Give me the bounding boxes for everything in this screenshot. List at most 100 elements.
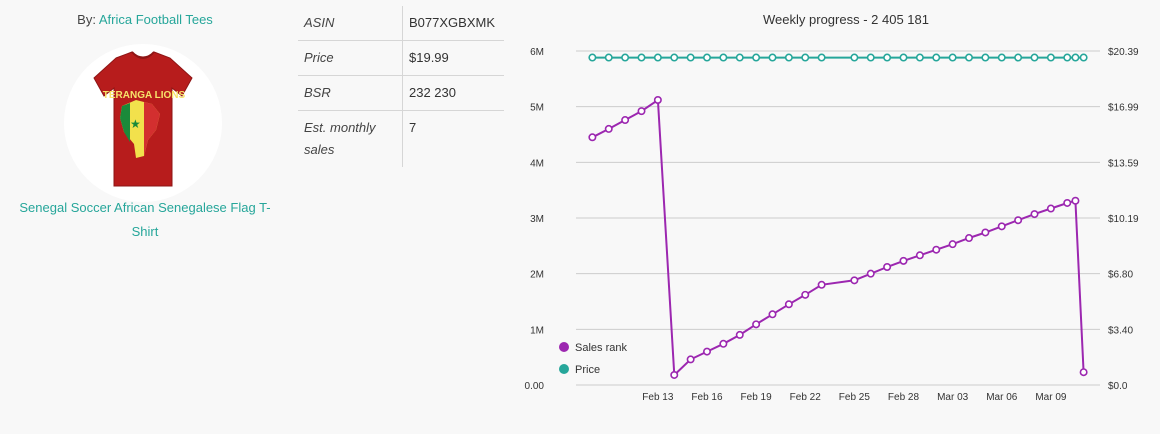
x-tick-label: Feb 19 xyxy=(741,392,773,403)
shirt-print-text: TERANGA LIONS xyxy=(103,90,186,101)
data-point-price[interactable] xyxy=(981,53,990,62)
data-point-price[interactable] xyxy=(1014,53,1023,62)
info-value: 232 230 xyxy=(409,85,456,100)
data-point-price[interactable] xyxy=(768,53,777,62)
data-point-sales-rank[interactable] xyxy=(1030,210,1039,219)
star-icon: ★ xyxy=(130,117,141,131)
data-point-price[interactable] xyxy=(784,53,793,62)
data-point-price[interactable] xyxy=(703,53,712,62)
data-point-sales-rank[interactable] xyxy=(932,245,941,254)
flag-green-stripe xyxy=(120,103,130,142)
y-left-tick-label: 6M xyxy=(530,47,544,58)
data-point-price[interactable] xyxy=(653,53,662,62)
product-info-table: ASIN B077XGBXMK Price $19.99 BSR 232 230… xyxy=(298,6,504,167)
data-point-sales-rank[interactable] xyxy=(686,355,695,364)
data-point-sales-rank[interactable] xyxy=(703,347,712,356)
y-right-tick-label: $3.40 xyxy=(1108,325,1133,336)
data-point-price[interactable] xyxy=(588,53,597,62)
data-point-price[interactable] xyxy=(637,53,646,62)
chart-svg: Weekly progress - 2 405 181 0.00 $0.0 1M $3… xyxy=(525,12,1139,403)
data-point-sales-rank[interactable] xyxy=(915,251,924,260)
data-point-price[interactable] xyxy=(915,53,924,62)
x-tick-label: Feb 13 xyxy=(642,392,674,403)
data-point-sales-rank[interactable] xyxy=(1014,216,1023,225)
data-point-sales-rank[interactable] xyxy=(964,234,973,243)
data-point-price[interactable] xyxy=(817,53,826,62)
x-tick-label: Feb 25 xyxy=(839,392,871,403)
y-left-tick-label: 5M xyxy=(530,103,544,114)
info-row-monthly-sales: Est. monthly sales 7 xyxy=(298,110,504,167)
data-point-sales-rank[interactable] xyxy=(604,124,613,133)
data-point-price[interactable] xyxy=(1046,53,1055,62)
data-point-price[interactable] xyxy=(752,53,761,62)
data-point-sales-rank[interactable] xyxy=(997,222,1006,231)
data-point-sales-rank[interactable] xyxy=(735,330,744,339)
data-point-price[interactable] xyxy=(1063,53,1072,62)
data-point-sales-rank[interactable] xyxy=(981,228,990,237)
data-point-sales-rank[interactable] xyxy=(637,107,646,116)
data-point-price[interactable] xyxy=(1030,53,1039,62)
data-point-price[interactable] xyxy=(604,53,613,62)
y-right-tick-label: $20.39 xyxy=(1108,47,1139,58)
data-point-price[interactable] xyxy=(719,53,728,62)
x-tick-label: Feb 28 xyxy=(888,392,920,403)
tshirt-collar xyxy=(131,51,155,59)
product-image[interactable]: ★ TERANGA LIONS xyxy=(64,44,222,202)
data-point-sales-rank[interactable] xyxy=(752,320,761,329)
y-left-tick-label: 1M xyxy=(530,325,544,336)
data-point-sales-rank[interactable] xyxy=(588,133,597,142)
data-point-price[interactable] xyxy=(1071,53,1080,62)
weekly-progress-chart: Weekly progress - 2 405 181 0.00 $0.0 1M $3… xyxy=(520,0,1160,434)
chart-title: Weekly progress - 2 405 181 xyxy=(763,12,929,27)
brand-line: By: Africa Football Tees xyxy=(0,12,290,27)
data-point-sales-rank[interactable] xyxy=(817,280,826,289)
data-point-price[interactable] xyxy=(883,53,892,62)
y-right-tick-label: $6.80 xyxy=(1108,270,1133,281)
data-point-sales-rank[interactable] xyxy=(1071,196,1080,205)
data-point-price[interactable] xyxy=(948,53,957,62)
legend-swatch[interactable] xyxy=(559,342,569,352)
data-point-sales-rank[interactable] xyxy=(850,276,859,285)
data-point-price[interactable] xyxy=(801,53,810,62)
legend-label[interactable]: Sales rank xyxy=(575,342,627,354)
data-point-sales-rank[interactable] xyxy=(670,370,679,379)
data-point-price[interactable] xyxy=(1079,53,1088,62)
y-right-tick-label: $13.59 xyxy=(1108,158,1139,169)
data-point-sales-rank[interactable] xyxy=(1046,204,1055,213)
data-point-sales-rank[interactable] xyxy=(948,240,957,249)
data-point-price[interactable] xyxy=(899,53,908,62)
data-point-sales-rank[interactable] xyxy=(719,339,728,348)
data-point-sales-rank[interactable] xyxy=(899,256,908,265)
info-label: Est. monthly sales xyxy=(298,110,403,167)
data-point-sales-rank[interactable] xyxy=(653,95,662,104)
data-point-price[interactable] xyxy=(932,53,941,62)
info-row-price: Price $19.99 xyxy=(298,40,504,76)
data-point-sales-rank[interactable] xyxy=(768,310,777,319)
tshirt-image: ★ TERANGA LIONS xyxy=(93,51,193,187)
data-point-sales-rank[interactable] xyxy=(883,262,892,271)
data-point-price[interactable] xyxy=(735,53,744,62)
data-point-sales-rank[interactable] xyxy=(784,300,793,309)
data-point-sales-rank[interactable] xyxy=(621,116,630,125)
data-point-price[interactable] xyxy=(670,53,679,62)
data-point-price[interactable] xyxy=(866,53,875,62)
data-point-price[interactable] xyxy=(621,53,630,62)
data-point-sales-rank[interactable] xyxy=(801,290,810,299)
legend-swatch[interactable] xyxy=(559,364,569,374)
legend-label[interactable]: Price xyxy=(575,364,600,376)
data-point-price[interactable] xyxy=(850,53,859,62)
data-point-sales-rank[interactable] xyxy=(1079,368,1088,377)
info-row-asin: ASIN B077XGBXMK xyxy=(298,6,504,41)
data-point-sales-rank[interactable] xyxy=(866,269,875,278)
info-label: BSR xyxy=(298,75,403,111)
y-right-tick-label: $10.19 xyxy=(1108,214,1139,225)
data-point-price[interactable] xyxy=(686,53,695,62)
data-point-sales-rank[interactable] xyxy=(1063,198,1072,207)
data-point-price[interactable] xyxy=(997,53,1006,62)
brand-link[interactable]: Africa Football Tees xyxy=(98,12,213,27)
y-right-tick-label: $0.0 xyxy=(1108,381,1128,392)
product-title-link[interactable]: Senegal Soccer African Senegalese Flag T… xyxy=(19,200,271,239)
data-point-price[interactable] xyxy=(964,53,973,62)
info-value: 7 xyxy=(409,120,417,135)
info-label: ASIN xyxy=(298,6,403,41)
